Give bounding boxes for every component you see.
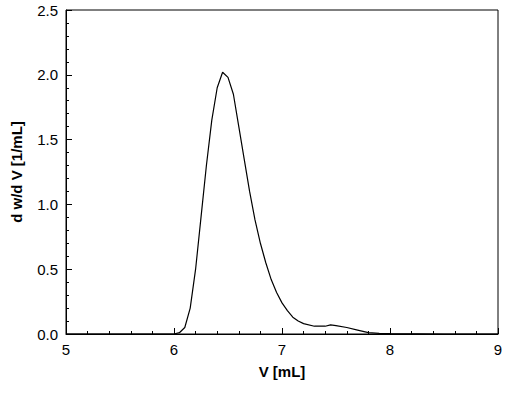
svg-text:0.0: 0.0 bbox=[37, 326, 58, 343]
svg-text:2.0: 2.0 bbox=[37, 66, 58, 83]
svg-text:d w/d V [1/mL]: d w/d V [1/mL] bbox=[8, 121, 25, 223]
svg-text:9: 9 bbox=[494, 341, 502, 358]
svg-text:1.0: 1.0 bbox=[37, 196, 58, 213]
svg-text:8: 8 bbox=[386, 341, 394, 358]
svg-text:6: 6 bbox=[170, 341, 178, 358]
svg-text:5: 5 bbox=[62, 341, 70, 358]
svg-text:V [mL]: V [mL] bbox=[259, 363, 306, 380]
svg-text:0.5: 0.5 bbox=[37, 261, 58, 278]
svg-text:7: 7 bbox=[278, 341, 286, 358]
svg-text:2.5: 2.5 bbox=[37, 2, 58, 19]
svg-text:1.5: 1.5 bbox=[37, 131, 58, 148]
